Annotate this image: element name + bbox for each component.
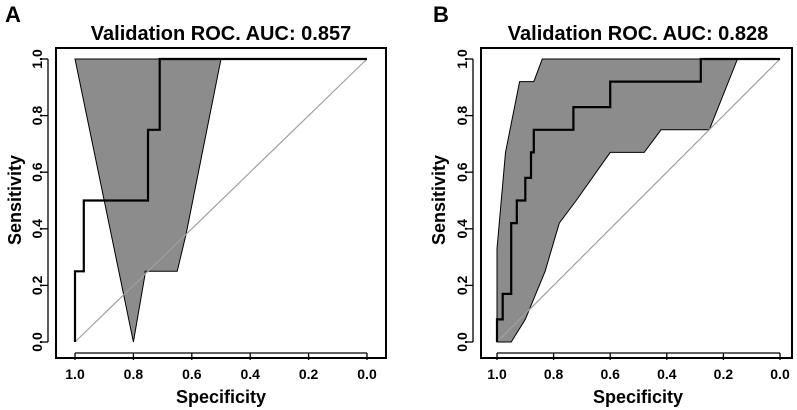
x-axis-label: Specificity — [593, 387, 683, 407]
y-tick-label: 0.0 — [29, 332, 45, 352]
y-tick-label: 0.4 — [454, 219, 470, 239]
panel-label: B — [433, 2, 449, 27]
y-tick-label: 0.8 — [454, 106, 470, 126]
x-tick-label: 1.0 — [65, 366, 85, 382]
panel-b: B Validation ROC. AUC: 0.828 0.00.20.40.… — [429, 2, 793, 407]
y-tick-label: 0.2 — [29, 275, 45, 295]
y-axis-label: Sensitivity — [429, 155, 449, 245]
y-axis-label: Sensitivity — [5, 155, 25, 245]
plot-border — [55, 47, 387, 359]
y-axis: 0.0 0.2 0.4 0.6 0.8 1.0 — [454, 49, 474, 352]
y-tick-label: 0.0 — [454, 332, 470, 352]
panel-label: A — [5, 2, 21, 27]
x-tick-label: 0.8 — [124, 366, 144, 382]
x-tick-label: 0.2 — [714, 366, 734, 382]
plot-area — [73, 57, 368, 343]
x-axis: 1.0 0.8 0.6 0.4 0.2 0.0 — [487, 352, 790, 382]
x-tick-label: 0.0 — [357, 366, 377, 382]
x-tick-label: 0.4 — [240, 366, 260, 382]
roc-curve — [73, 57, 367, 342]
y-tick-label: 0.8 — [29, 106, 45, 126]
x-axis-label: Specificity — [176, 387, 266, 407]
x-tick-label: 0.6 — [600, 366, 620, 382]
x-tick-label: 0.6 — [182, 366, 202, 382]
roc-curve — [495, 57, 780, 342]
diagonal-reference-line — [496, 58, 781, 343]
x-tick-label: 0.8 — [544, 366, 564, 382]
x-tick-label: 0.4 — [657, 366, 677, 382]
y-tick-label: 0.6 — [29, 162, 45, 182]
chart-title: Validation ROC. AUC: 0.828 — [508, 23, 768, 45]
plot-border — [480, 47, 793, 359]
chart-title: Validation ROC. AUC: 0.857 — [91, 23, 351, 45]
y-tick-label: 1.0 — [29, 49, 45, 69]
diagonal-reference-line — [74, 58, 368, 343]
y-axis: 0.0 0.2 0.4 0.6 0.8 1.0 — [29, 49, 49, 352]
x-axis: 1.0 0.8 0.6 0.4 0.2 0.0 — [65, 352, 377, 382]
plot-area — [495, 57, 781, 343]
x-tick-label: 1.0 — [487, 366, 507, 382]
y-tick-label: 0.6 — [454, 162, 470, 182]
y-tick-label: 1.0 — [454, 49, 470, 69]
x-tick-label: 0.0 — [770, 366, 790, 382]
y-tick-label: 0.4 — [29, 219, 45, 239]
x-tick-label: 0.2 — [299, 366, 319, 382]
panel-a: A Validation ROC. AUC: 0.857 0.00.20.40.… — [5, 2, 387, 407]
y-tick-label: 0.2 — [454, 275, 470, 295]
